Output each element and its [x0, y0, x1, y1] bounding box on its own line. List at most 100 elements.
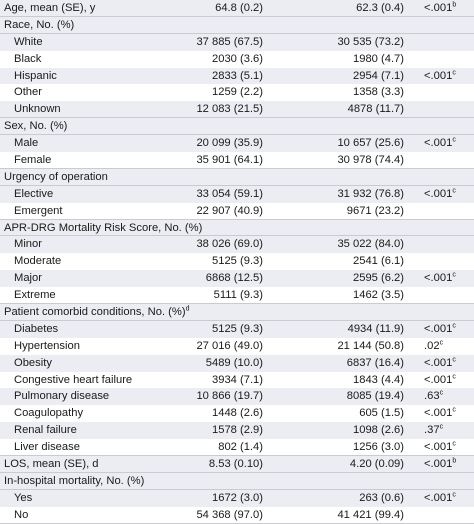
footnote-marker: c: [452, 68, 456, 76]
cell-group-2: 8085 (19.4): [346, 390, 404, 403]
footnote-marker: c: [452, 440, 456, 448]
row-label-text: Urgency of operation: [4, 170, 108, 183]
row-label: Patient comorbid conditions, No. (%)d: [4, 304, 189, 321]
row-label: Extreme: [14, 287, 56, 304]
table-section-row: LOS, mean (SE), d 8.53 (0.10) 4.20 (0.09) <…: [0, 456, 474, 473]
p-value-text: <.001: [424, 322, 453, 335]
row-label-text: Female: [14, 154, 52, 167]
p-value: <.001c: [424, 270, 456, 287]
table-row: Hispanic 2833 (5.1) 2954 (7.1) <.001c: [0, 67, 474, 85]
table-row: Major 6868 (12.5) 2595 (6.2) <.001c: [0, 270, 474, 288]
row-label-text: White: [14, 35, 43, 48]
row-label: Race, No. (%): [4, 17, 74, 34]
row-label: Hispanic: [14, 68, 57, 85]
table-row: Renal failure 1578 (2.9) 1098 (2.6) .37c: [0, 422, 474, 440]
row-label-text: Emergent: [14, 204, 63, 217]
table-row: Black 2030 (3.6) 1980 (4.7): [0, 50, 474, 68]
cell-group-2: 1256 (3.0): [353, 441, 404, 454]
cell-group-1: 64.8 (0.2): [215, 2, 263, 14]
row-label: Other: [14, 84, 42, 101]
table-section-row: APR-DRG Mortality Risk Score, No. (%): [0, 219, 474, 237]
row-label: Emergent: [14, 203, 63, 220]
row-label: Age, mean (SE), y: [4, 0, 95, 17]
footnote-marker: b: [452, 1, 457, 9]
row-label-text: Pulmonary disease: [14, 390, 110, 403]
cell-group-1: 37 885 (67.5): [196, 35, 263, 48]
cell-group-2: 1980 (4.7): [353, 52, 404, 65]
cell-group-1: 5489 (10.0): [205, 356, 263, 369]
row-label: Major: [14, 270, 42, 287]
cell-group-2: 4878 (11.7): [347, 103, 404, 116]
p-value-text: <.001: [424, 2, 453, 14]
p-value-text: <.001: [424, 356, 453, 369]
row-label-text: Race, No. (%): [4, 18, 75, 31]
row-label-text: Other: [14, 86, 42, 99]
cell-group-2: 2595 (6.2): [353, 272, 404, 285]
cell-group-2: 1843 (4.4): [353, 373, 404, 386]
row-label-text: Minor: [14, 238, 42, 251]
p-value-text: <.001: [424, 407, 453, 420]
cell-group-2: 30 978 (74.4): [337, 154, 404, 167]
row-label-text: Diabetes: [14, 322, 59, 335]
row-label: Urgency of operation: [4, 169, 108, 186]
table-row: No 54 368 (97.0) 41 421 (99.4): [0, 506, 474, 524]
row-label-text: Yes: [14, 491, 33, 504]
row-label-text: Major: [14, 272, 42, 285]
cell-group-2: 263 (0.6): [359, 491, 404, 504]
cell-group-1: 5125 (9.3): [212, 255, 263, 268]
p-value: <.001b: [424, 456, 456, 473]
row-label-text: Hispanic: [14, 69, 57, 82]
row-label: Yes: [14, 490, 32, 507]
cell-group-2: 35 022 (84.0): [337, 238, 404, 251]
row-label-text: Congestive heart failure: [14, 373, 133, 386]
cell-group-1: 1578 (2.9): [212, 424, 263, 437]
footnote-marker: c: [452, 322, 456, 330]
cell-group-1: 20 099 (35.9): [196, 137, 263, 150]
footnote-marker: c: [452, 271, 456, 279]
cell-group-2: 1462 (3.5): [353, 289, 404, 302]
p-value: <.001c: [424, 372, 456, 389]
table-row: Obesity 5489 (10.0) 6837 (16.4) <.001c: [0, 354, 474, 372]
p-value: .37c: [424, 422, 443, 439]
cell-group-1: 27 016 (49.0): [196, 339, 263, 352]
row-label: Moderate: [14, 253, 61, 270]
p-value-text: <.001: [424, 373, 453, 386]
footnote-marker: b: [452, 457, 457, 465]
table-row: Male 20 099 (35.9) 10 657 (25.6) <.001c: [0, 135, 474, 153]
p-value-text: <.001: [424, 491, 453, 504]
row-label: Black: [14, 51, 41, 68]
row-label: Female: [14, 152, 51, 169]
row-label-text: Age, mean (SE), y: [4, 2, 96, 14]
p-value-text: <.001: [424, 69, 453, 82]
cell-group-1: 12 083 (21.5): [196, 103, 263, 116]
row-label-text: Male: [14, 137, 39, 150]
row-label: APR-DRG Mortality Risk Score, No. (%): [4, 220, 202, 237]
row-label: Liver disease: [14, 439, 80, 456]
p-value-text: .02: [424, 339, 440, 352]
table-row: White 37 885 (67.5) 30 535 (73.2): [0, 33, 474, 51]
row-label-text: Liver disease: [14, 441, 80, 454]
cell-group-1: 1259 (2.2): [212, 86, 263, 99]
row-label-text: In-hospital mortality, No. (%): [4, 474, 145, 487]
table-row: Diabetes 5125 (9.3) 4934 (11.9) <.001c: [0, 320, 474, 338]
table-row: Other 1259 (2.2) 1358 (3.3): [0, 84, 474, 102]
p-value: <.001c: [424, 490, 456, 507]
footnote-marker: c: [452, 136, 456, 144]
table-section-row: In-hospital mortality, No. (%): [0, 472, 474, 490]
p-value-text: .37: [424, 424, 440, 437]
row-label: Renal failure: [14, 422, 77, 439]
row-label-text: Unknown: [14, 103, 61, 116]
cell-group-2: 62.3 (0.4): [356, 2, 404, 14]
row-label-text: LOS, mean (SE), d: [4, 458, 99, 471]
row-label: Hypertension: [14, 338, 80, 355]
cell-group-1: 5125 (9.3): [212, 322, 263, 335]
row-label-text: Moderate: [14, 255, 62, 268]
cell-group-2: 1358 (3.3): [353, 86, 404, 99]
row-label: LOS, mean (SE), d: [4, 456, 99, 473]
cell-group-2: 9671 (23.2): [346, 204, 404, 217]
row-label: White: [14, 34, 43, 51]
row-label-text: Black: [14, 52, 42, 65]
p-value: <.001b: [424, 0, 456, 17]
row-label-text: Sex, No. (%): [4, 120, 68, 133]
p-value-text: <.001: [424, 441, 453, 454]
